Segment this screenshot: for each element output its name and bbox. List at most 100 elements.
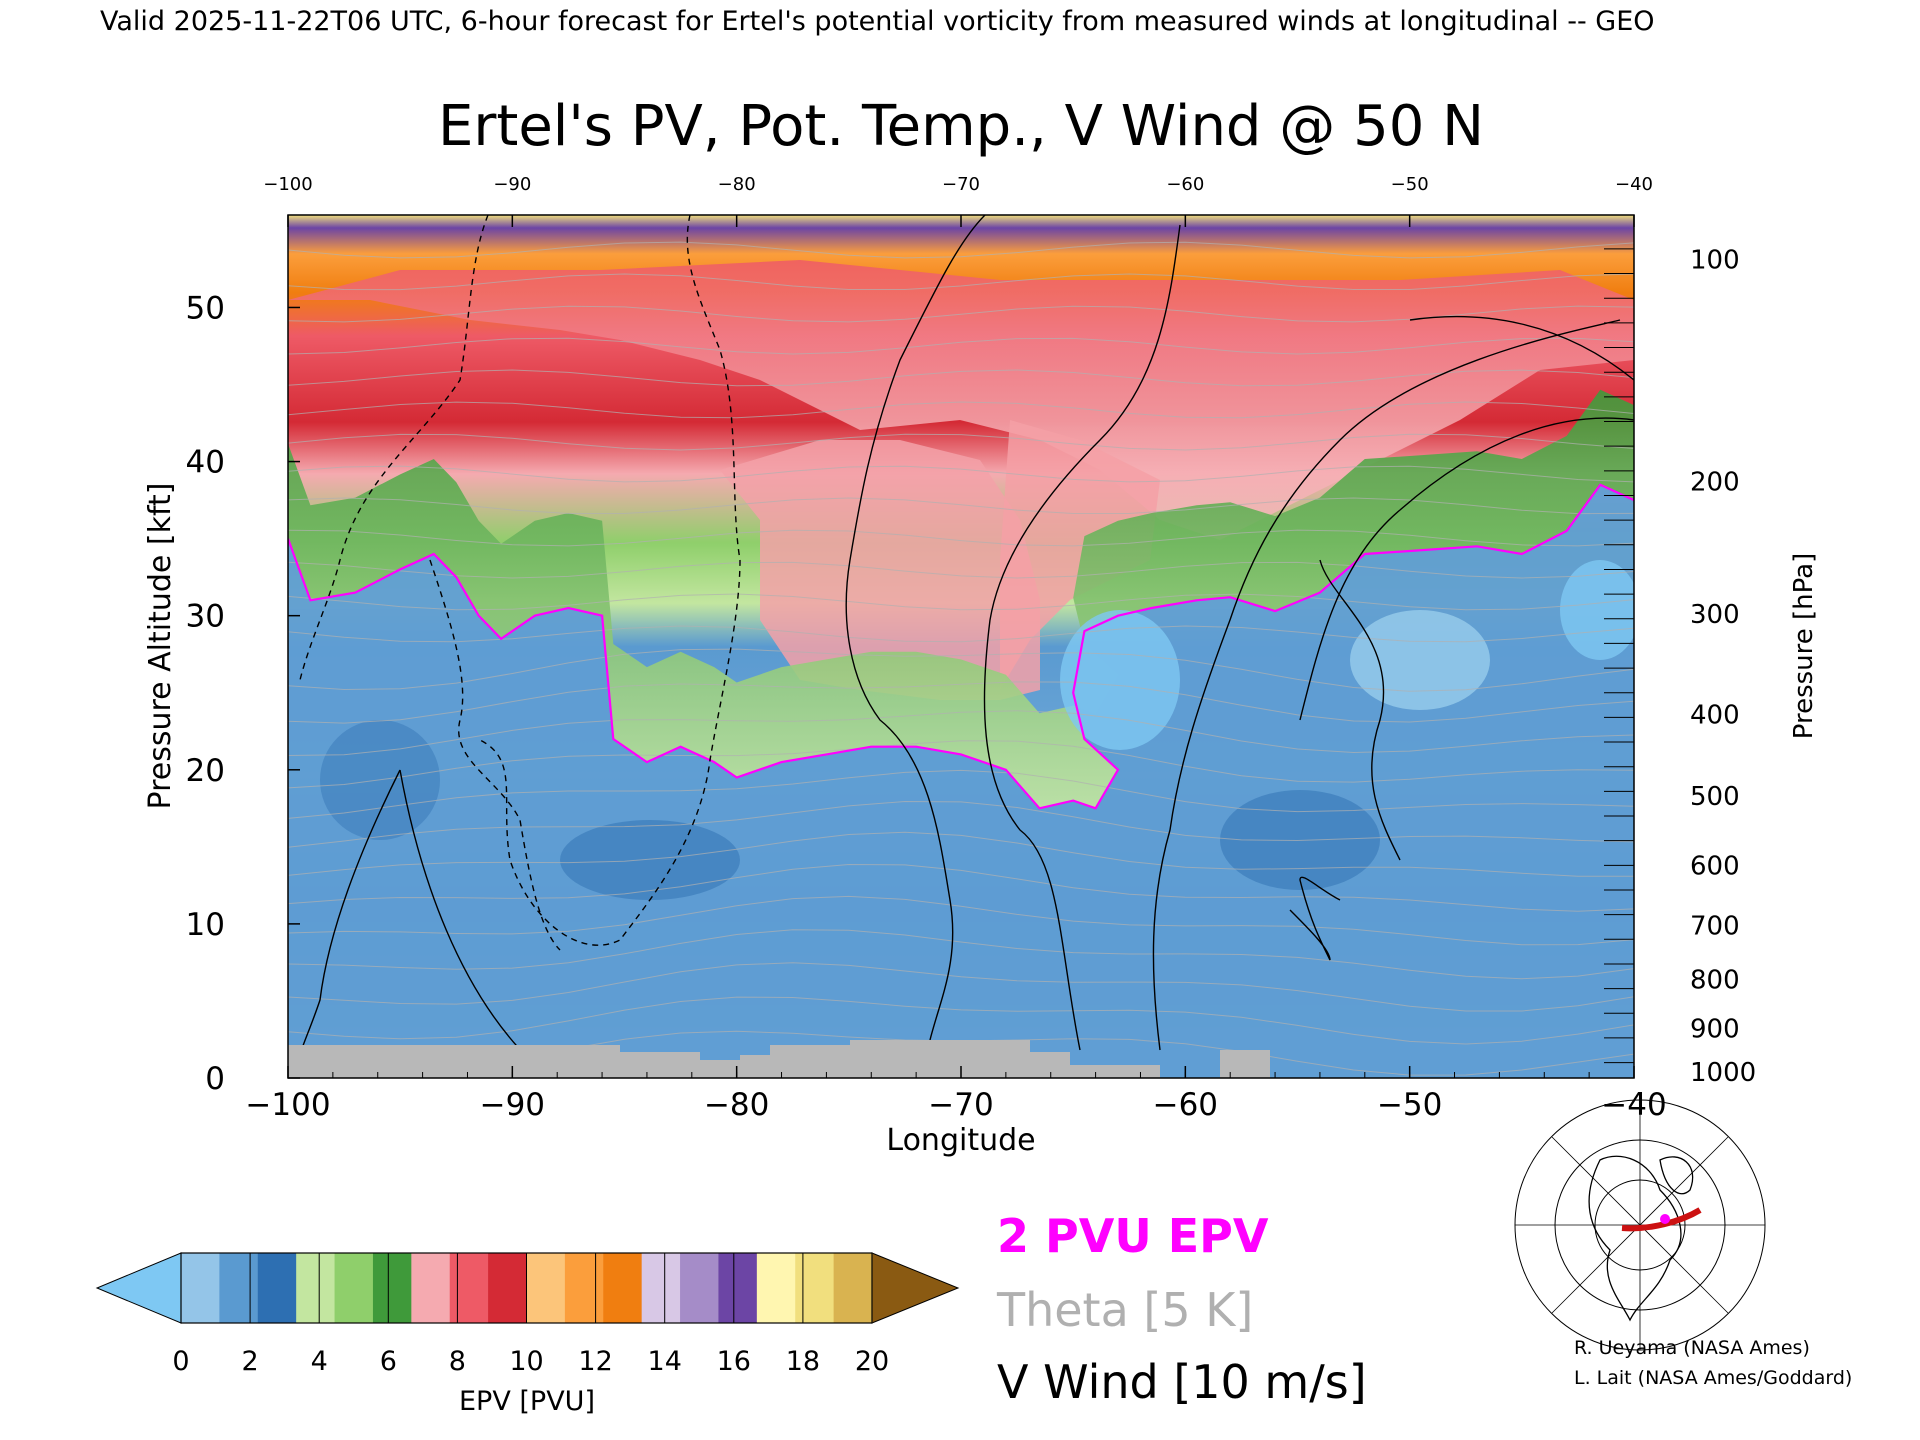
v-wind-10-line [1289,876,1341,961]
colorbar-tick-label: 2 [242,1346,259,1377]
x-top-tick-label: −50 [1391,174,1429,195]
x-tick-label: −50 [1377,1087,1442,1123]
theta-contour-line [288,497,1634,515]
y-tick-label: 50 [186,290,225,326]
theta-contour-line [288,895,1634,946]
colorbar-swatch [257,1253,297,1323]
pressure-tick-label: 200 [1690,468,1740,498]
x-top-tick-label: −70 [942,174,980,195]
theta-contour-line [288,433,1634,451]
v-wind-contours [294,215,1634,1071]
colorbar-swatch [372,1253,412,1323]
theta-contour-line [288,996,1634,1045]
colorbar-swatch [718,1253,758,1323]
v-wind-zero-line [399,769,531,1061]
colorbar-under-arrow [95,1252,182,1324]
legend-theta: Theta [5 K] [996,1283,1253,1337]
pressure-tick-label: 900 [1690,1015,1740,1045]
colorbar-swatch [488,1253,528,1323]
y-tick-label: 40 [186,445,225,481]
colorbar-over-arrow [871,1252,960,1324]
y-tick-label: 30 [186,599,225,635]
v-wind-zero-line [1319,559,1401,861]
theta-contour-line [288,740,1634,789]
chart-title: Ertel's PV, Pot. Temp., V Wind @ 50 N [438,94,1484,159]
pressure-tick-label: 500 [1690,782,1740,812]
theta-contour-line [288,769,1634,819]
colorbar-tick-label: 4 [311,1346,328,1377]
y-tick-label: 20 [186,753,225,789]
epv-mid-band [288,389,1634,809]
colorbar-swatch [564,1253,604,1323]
inset-map [1514,1099,1766,1351]
colorbar-tick-label: 6 [380,1346,397,1377]
pressure-tick-label: 700 [1690,911,1740,941]
theta-contour-line [288,561,1634,579]
colorbar-swatch [795,1253,835,1323]
theta-contour-line [288,241,1634,259]
colorbar-tick-label: 0 [172,1346,189,1377]
v-wind-10-line [1409,315,1634,381]
epv-light-patch [1060,610,1180,750]
legend-vwind: V Wind [10 m/s] [997,1355,1367,1409]
theta-contour-line [288,681,1634,724]
colorbar-tick-label: 20 [855,1346,889,1377]
theta-contour-line [288,648,1634,692]
colorbar-tick-label: 18 [786,1346,820,1377]
v-wind-10-line [1299,417,1634,721]
pressure-tick-label: 800 [1690,965,1740,995]
continent-outline [1588,1155,1682,1322]
colorbar-tick-label: 10 [509,1346,543,1377]
theta-contour-line [288,929,1634,980]
cross-section-point [1660,1214,1670,1224]
colorbar: 0 2 4 6 8 10 12 14 16 18 20 [95,1252,960,1377]
x-tick-label: −60 [1153,1087,1218,1123]
credit-line-2: L. Lait (NASA Ames/Goddard) [1574,1367,1852,1389]
epv-dark-patch [560,820,740,900]
v-wind-negative-line [429,559,561,951]
legend-epv: 2 PVU EPV [997,1209,1269,1263]
v-wind-zero-line [845,215,986,1041]
x-top-tick-label: −60 [1166,174,1204,195]
valid-header: Valid 2025-11-22T06 UTC, 6-hour forecast… [100,6,1655,37]
theta-contour-line [288,593,1634,611]
colorbar-tick-label: 8 [449,1346,466,1377]
x-tick-label: −80 [704,1087,769,1123]
pressure-tick-label: 600 [1690,851,1740,881]
topography [1220,1050,1270,1078]
pressure-tick-label: 100 [1690,246,1740,276]
theta-contour-line [288,710,1634,756]
y2-axis-label: Pressure [hPa] [1789,553,1819,740]
theta-contour-line [288,305,1634,323]
theta-contour-line [288,465,1634,483]
x-axis-label: Longitude [886,1123,1035,1158]
epv-high-region [288,260,1634,540]
colorbar-swatch [181,1253,220,1323]
y-axis-label: Pressure Altitude [kft] [143,483,178,810]
colorbar-swatch [833,1253,873,1323]
colorbar-swatch [411,1253,451,1323]
v-wind-10-line [983,224,1181,1051]
epv-red-tongue-2 [1000,420,1160,690]
pressure-tick-label: 1000 [1690,1058,1756,1088]
x-tick-label: −100 [245,1087,330,1123]
plot-area [288,215,1634,1078]
colorbar-swatch [526,1253,566,1323]
theta-contour-line [288,800,1634,848]
theta-contour-line [288,273,1634,291]
colorbar-swatch [296,1253,336,1323]
x-top-tick-label: −40 [1615,174,1653,195]
colorbar-swatch [641,1253,681,1323]
x-top-tick-label: −90 [493,174,531,195]
colorbar-swatch [680,1253,720,1323]
theta-contour-line [288,529,1634,547]
credit-line-1: R. Ueyama (NASA Ames) [1574,1337,1810,1359]
x-tick-label: −90 [480,1087,545,1123]
v-wind-negative-line [299,215,489,681]
tropopause-2pvu-line [288,483,1634,810]
colorbar-tick-label: 12 [578,1346,612,1377]
x-top-tick-label: −100 [263,174,312,195]
epv-low-region [288,484,1634,1078]
v-wind-zero-line [294,769,401,1071]
